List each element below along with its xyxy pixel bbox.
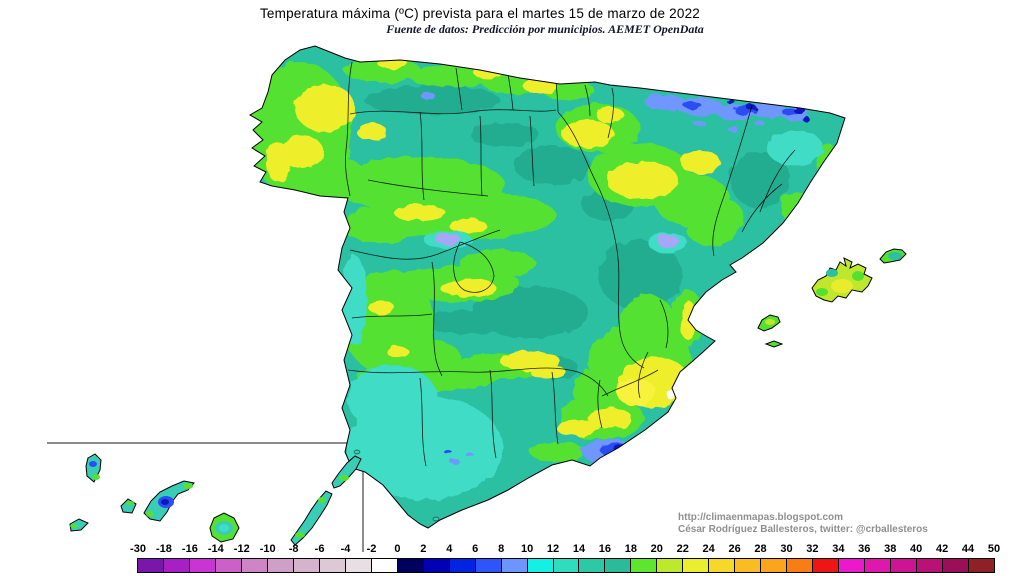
legend-tick-label: -18 [155,543,172,555]
legend-segment [189,559,216,572]
legend-tick-label: 42 [935,543,949,555]
legend-tick-label: -6 [314,543,325,555]
legend-tick-label: -2 [366,543,377,555]
legend-tick-label: -8 [288,543,299,555]
map-subtitle: Fuente de datos: Predicción por municipi… [386,22,704,36]
legend-tick-label: -4 [340,543,351,555]
legend-tick-label: 24 [702,543,715,555]
canary-islands [69,449,362,546]
legend-tick-label: 20 [650,543,663,555]
legend-segment [683,559,710,572]
legend-segment [579,559,606,572]
legend-segment [138,559,164,572]
legend-tick-label: -10 [259,543,276,555]
legend-segment [423,559,450,572]
legend-segment [527,559,554,572]
legend-segment [371,559,398,572]
fuerteventura [290,490,333,546]
legend-segment [839,559,866,572]
legend-tick-label: 38 [884,543,897,555]
attribution-url: http://climaenmapas.blogspot.com [678,512,844,523]
legend-tick-label: 6 [472,543,479,555]
region-borders [345,61,796,467]
legend-tick-label: 14 [572,543,586,555]
la-gomera [120,498,137,514]
alboran-islet [432,516,440,522]
legend-segment [865,559,892,572]
la-graciosa [353,449,361,455]
legend-segment [163,559,190,572]
legend-segment [969,559,994,572]
legend-segment [215,559,242,572]
legend-segment [631,559,658,572]
legend-bar [137,558,995,573]
lanzarote [331,455,362,489]
legend-tick-label: 22 [676,543,689,555]
legend-segment [553,559,580,572]
legend-tick-label: -30 [130,543,146,555]
legend-tick-label: -16 [181,543,198,555]
attribution-author: César Rodríguez Ballesteros, twitter: @c… [678,524,928,535]
legend-tick-label: 28 [754,543,767,555]
legend-tick-label: 50 [987,543,1001,555]
legend-tick-label: 10 [520,543,534,555]
legend-segment [241,559,268,572]
legend-segment [475,559,502,572]
legend-segment [397,559,424,572]
legend-segment [501,559,528,572]
legend-tick-label: 12 [546,543,560,555]
legend-segment [917,559,944,572]
legend-segment [345,559,372,572]
legend-tick-label: 18 [624,543,637,555]
map-title: Temperatura máxima (ºC) prevista para el… [259,6,700,21]
legend-tick-label: 36 [858,543,871,555]
legend-tick-label: 8 [498,543,505,555]
legend-tick-label: -14 [207,543,224,555]
legend-tick-label: 2 [420,543,427,555]
temperature-raster [250,57,838,500]
legend-segment [657,559,684,572]
legend-tick-label: 26 [728,543,741,555]
balearic-islands [757,248,907,348]
legend-tick-label: 34 [832,543,845,555]
legend-segment [449,559,476,572]
legend-tick-label: 44 [961,543,975,555]
legend-segment [735,559,762,572]
legend-tick-label: 32 [806,543,819,555]
legend-segment [319,559,346,572]
attribution: http://climaenmapas.blogspot.com César R… [678,512,928,536]
iberian-peninsula [249,45,846,529]
legend-tick-label: 40 [910,543,923,555]
legend-tick-label: 16 [598,543,612,555]
legend-segment [761,559,788,572]
legend-tick-label: 0 [394,543,401,555]
legend-segment [943,559,969,572]
legend-segment [605,559,632,572]
legend-segment [267,559,294,572]
legend-segment [813,559,840,572]
legend-tick-label: -12 [233,543,250,555]
legend-tick-label: 4 [446,543,453,555]
legend-segment [293,559,320,572]
el-hierro [69,518,89,532]
formentera [764,340,784,348]
legend-tick-label: 30 [780,543,793,555]
legend-segment [709,559,736,572]
legend-segment [787,559,814,572]
legend-segment [891,559,918,572]
